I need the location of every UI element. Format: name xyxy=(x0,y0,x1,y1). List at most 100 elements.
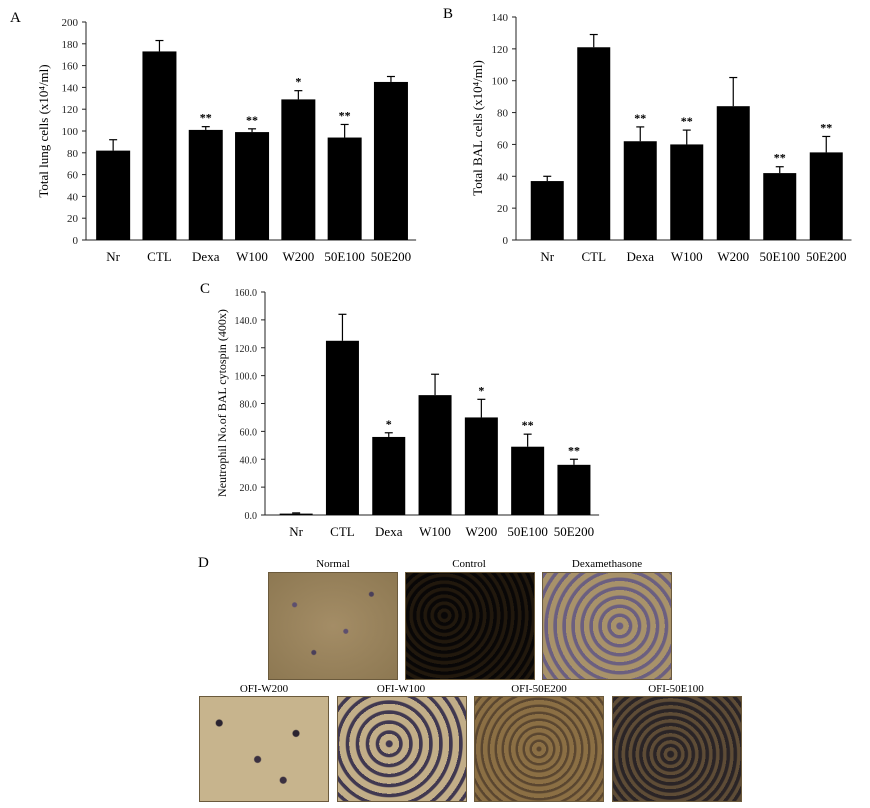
bar-dexa xyxy=(372,436,406,515)
micrograph-normal xyxy=(268,572,398,680)
bar-ctl xyxy=(142,51,177,241)
bar-w200 xyxy=(716,106,750,240)
micrograph-ofi-50e200 xyxy=(474,696,604,802)
significance-mark-50e100: ** xyxy=(522,418,534,432)
y-tick-label: 40 xyxy=(67,191,79,203)
bar-50e100 xyxy=(327,137,362,240)
y-tick-label: 160.0 xyxy=(235,288,258,299)
y-axis-title: Total lung cells (x10⁴/ml) xyxy=(36,64,51,197)
y-tick-label: 180 xyxy=(62,39,79,51)
x-category-label-w200: W200 xyxy=(717,249,749,264)
x-category-label-50e200: 50E200 xyxy=(371,249,411,264)
x-category-label-ctl: CTL xyxy=(147,249,172,264)
bar-nr xyxy=(530,181,564,240)
panel-b-letter: B xyxy=(443,6,454,22)
bar-w100 xyxy=(418,395,452,515)
y-tick-label: 80.0 xyxy=(240,400,258,411)
y-tick-label: 60 xyxy=(67,170,79,182)
x-category-label-50e100: 50E100 xyxy=(760,249,800,264)
y-tick-label: 160 xyxy=(62,61,79,73)
y-tick-label: 140 xyxy=(62,82,79,94)
y-tick-label: 40 xyxy=(497,171,509,183)
x-category-label-50e200: 50E200 xyxy=(806,249,846,264)
bar-50e100 xyxy=(763,173,797,240)
micrograph-ofi-w100 xyxy=(337,696,467,802)
y-tick-label: 0.0 xyxy=(245,511,258,522)
significance-mark-w200: * xyxy=(478,383,484,397)
significance-mark-dexa: ** xyxy=(200,111,212,125)
caption-ofi-w100: OFI-W100 xyxy=(376,683,426,695)
significance-mark-dexa: ** xyxy=(634,111,646,125)
x-category-label-w200: W200 xyxy=(465,524,497,539)
y-tick-label: 20.0 xyxy=(240,483,258,494)
bar-w100 xyxy=(670,144,704,240)
bar-w200 xyxy=(464,417,498,515)
y-tick-label: 0 xyxy=(73,235,79,247)
x-category-label-w200: W200 xyxy=(282,249,314,264)
bar-50e200 xyxy=(557,464,591,515)
y-tick-label: 120 xyxy=(492,44,509,56)
bar-nr xyxy=(279,513,313,515)
panel-d-letter: D xyxy=(198,555,209,571)
bar-nr xyxy=(96,150,131,240)
significance-mark-50e200: ** xyxy=(820,120,832,134)
y-tick-label: 140.0 xyxy=(235,316,258,327)
y-tick-label: 80 xyxy=(497,108,509,120)
bar-50e100 xyxy=(511,446,545,515)
x-category-label-nr: Nr xyxy=(106,249,120,264)
micrograph-ofi-50e100 xyxy=(612,696,742,802)
caption-control: Control xyxy=(452,558,486,570)
y-tick-label: 100 xyxy=(492,76,509,88)
y-tick-label: 100.0 xyxy=(235,372,258,383)
caption-ofi-w200: OFI-W200 xyxy=(239,683,289,695)
x-category-label-ctl: CTL xyxy=(330,524,355,539)
bar-w100 xyxy=(235,132,270,240)
x-category-label-50e100: 50E100 xyxy=(324,249,364,264)
x-category-label-ctl: CTL xyxy=(581,249,606,264)
bar-dexa xyxy=(188,129,223,240)
y-tick-label: 120.0 xyxy=(235,344,258,355)
micrograph-control xyxy=(405,572,535,680)
x-category-label-50e100: 50E100 xyxy=(507,524,547,539)
x-category-label-nr: Nr xyxy=(540,249,554,264)
y-tick-label: 40.0 xyxy=(240,455,258,466)
y-tick-label: 60 xyxy=(497,139,509,151)
significance-mark-50e200: ** xyxy=(568,443,580,457)
x-category-label-w100: W100 xyxy=(419,524,451,539)
y-tick-label: 80 xyxy=(67,148,79,160)
significance-mark-w100: ** xyxy=(246,113,258,127)
y-tick-label: 20 xyxy=(497,203,509,215)
micrograph-dexamethasone xyxy=(542,572,672,680)
caption-normal: Normal xyxy=(316,558,350,570)
micrograph-ofi-w200 xyxy=(199,696,329,802)
bar-ctl xyxy=(577,47,611,241)
significance-mark-50e100: ** xyxy=(774,151,786,165)
bar-ctl xyxy=(325,340,359,515)
y-axis-title: Total BAL cells (x10⁴/ml) xyxy=(470,60,485,196)
significance-mark-w100: ** xyxy=(681,114,693,128)
x-category-label-dexa: Dexa xyxy=(192,249,220,264)
significance-mark-dexa: * xyxy=(386,417,392,431)
y-tick-label: 140 xyxy=(492,12,509,24)
x-category-label-w100: W100 xyxy=(671,249,703,264)
significance-mark-w200: * xyxy=(295,75,301,89)
bar-50e200 xyxy=(809,152,843,240)
caption-dexamethasone: Dexamethasone xyxy=(571,558,643,570)
y-tick-label: 120 xyxy=(62,104,79,116)
caption-ofi-50e100: OFI-50E100 xyxy=(648,683,704,695)
y-tick-label: 100 xyxy=(62,126,79,138)
bar-50e200 xyxy=(373,81,408,240)
significance-mark-50e100: ** xyxy=(339,108,351,122)
caption-ofi-50e200: OFI-50E200 xyxy=(511,683,567,695)
bar-dexa xyxy=(623,141,657,240)
y-tick-label: 0 xyxy=(503,235,509,247)
y-tick-label: 200 xyxy=(62,17,79,29)
panel-a-letter: A xyxy=(10,10,21,26)
y-tick-label: 20 xyxy=(67,213,79,225)
y-tick-label: 60.0 xyxy=(240,427,258,438)
x-category-label-50e200: 50E200 xyxy=(554,524,594,539)
x-category-label-nr: Nr xyxy=(289,524,303,539)
